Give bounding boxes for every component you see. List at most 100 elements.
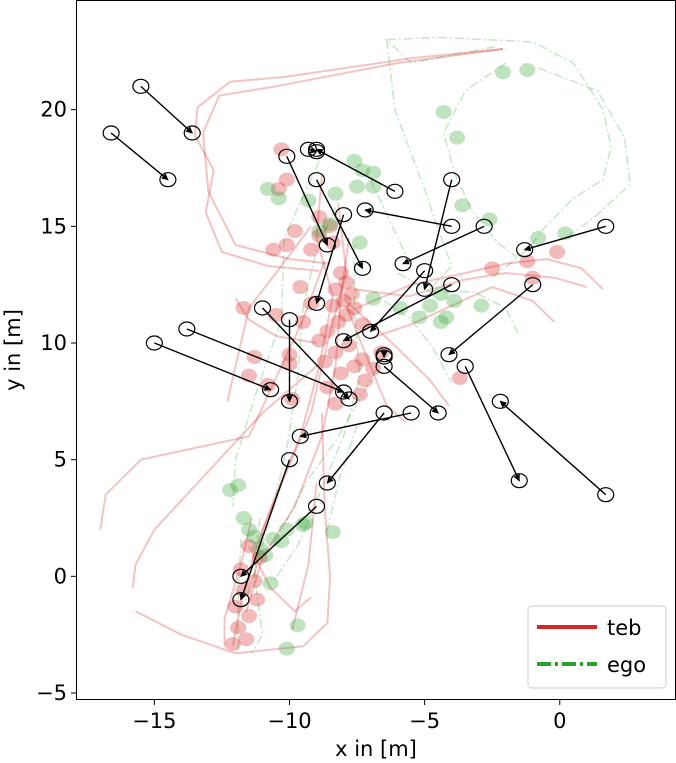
- pedestrian-end-marker: [353, 260, 372, 276]
- ego-marker: [251, 541, 268, 556]
- pedestrian-end-marker: [375, 349, 393, 365]
- ego-trajectory-line: [383, 300, 453, 384]
- teb-trajectory-line: [135, 412, 332, 655]
- pedestrian-end-marker: [318, 475, 336, 491]
- ego-marker: [365, 179, 382, 194]
- ego-trajectory-line: [537, 66, 631, 239]
- ego-marker: [495, 65, 512, 80]
- teb-marker: [343, 287, 360, 301]
- ego-marker: [473, 298, 490, 313]
- teb-trajectory-line: [193, 48, 504, 272]
- ego-marker: [230, 478, 247, 493]
- pedestrian-start-marker: [456, 358, 474, 374]
- pedestrian-end-marker: [318, 237, 336, 253]
- teb-marker: [332, 366, 349, 381]
- teb-trajectory-line: [342, 297, 450, 407]
- teb-trajectory-line: [370, 285, 556, 340]
- teb-marker: [484, 261, 501, 276]
- teb-trajectories: [99, 48, 604, 655]
- pedestrian-start-marker: [375, 405, 393, 421]
- pedestrian-arrow: [140, 85, 193, 134]
- pedestrian-end-marker: [334, 384, 353, 400]
- pedestrian-start-marker: [597, 218, 615, 234]
- ego-marker: [449, 130, 466, 145]
- teb-marker: [351, 387, 368, 402]
- ego-marker: [295, 518, 312, 532]
- pedestrian-end-marker: [291, 428, 309, 444]
- pedestrian-arrow: [315, 148, 396, 192]
- ego-marker: [222, 483, 239, 497]
- pedestrian-arrow: [342, 284, 452, 342]
- teb-marker: [292, 280, 309, 294]
- pedestrian-arrow: [240, 505, 318, 578]
- pedestrian-arrow: [154, 342, 272, 391]
- pedestrian-arrow: [299, 412, 412, 439]
- teb-marker: [327, 345, 344, 360]
- ego-trajectory-line: [397, 272, 520, 337]
- ego-marker: [297, 515, 314, 530]
- ego-marker: [235, 511, 252, 525]
- ego-marker: [257, 548, 274, 563]
- teb-marker: [330, 315, 347, 329]
- ego-marker: [259, 182, 276, 196]
- ego-marker: [365, 165, 382, 180]
- ego-marker: [324, 525, 341, 539]
- pedestrian-start-marker: [524, 277, 542, 293]
- teb-marker: [451, 371, 468, 385]
- pedestrian-end-marker: [510, 473, 528, 489]
- teb-trajectory-line: [253, 202, 348, 577]
- teb-trajectory-line: [245, 237, 350, 612]
- x-tick-label: −5: [409, 709, 440, 733]
- pedestrian-start-marker: [375, 358, 393, 374]
- pedestrian-start-marker: [334, 207, 353, 223]
- pedestrian-arrow: [186, 328, 345, 393]
- y-tick-label: 20: [40, 98, 67, 122]
- legend: teb ego: [527, 605, 667, 689]
- teb-marker: [549, 245, 566, 259]
- teb-marker: [322, 219, 339, 234]
- ego-marker: [351, 235, 368, 250]
- teb-marker: [295, 315, 312, 329]
- ego-trajectory-line: [386, 39, 453, 290]
- teb-marker: [327, 396, 344, 411]
- teb-marker: [240, 539, 257, 553]
- pedestrian-end-marker: [491, 393, 509, 409]
- pedestrian-start-marker: [280, 312, 299, 328]
- pedestrian-start-marker: [443, 277, 461, 293]
- teb-marker: [354, 352, 371, 367]
- pedestrian-end-marker: [334, 333, 353, 349]
- ego-trajectory-line: [237, 538, 242, 651]
- ego-marker: [432, 287, 449, 301]
- ego-marker: [432, 315, 449, 329]
- ego-marker: [327, 186, 344, 201]
- ego-marker: [322, 217, 339, 231]
- ego-marker: [481, 212, 498, 227]
- ego-trajectory-line: [232, 160, 320, 507]
- pedestrian-end-marker: [429, 405, 447, 421]
- ego-marker: [346, 154, 363, 168]
- teb-marker: [303, 242, 320, 257]
- teb-marker: [265, 242, 282, 257]
- ego-trajectory-line: [242, 207, 337, 607]
- teb-trajectory-line: [248, 545, 312, 613]
- ego-trajectories: [232, 36, 631, 654]
- ego-marker: [354, 163, 371, 178]
- ego-marker: [278, 522, 295, 537]
- y-axis: −5 0 5 10 15 20: [36, 98, 76, 705]
- ego-marker: [530, 231, 547, 245]
- x-axis-label: x in [m]: [335, 737, 417, 761]
- pedestrian-arrow: [326, 412, 385, 484]
- ego-trajectory-line: [384, 36, 612, 279]
- teb-marker: [227, 599, 244, 614]
- pedestrian-end-marker: [307, 295, 326, 311]
- pedestrian-arrow: [261, 307, 350, 400]
- y-axis-label: y in [m]: [1, 309, 25, 391]
- pedestrian-start-marker: [416, 263, 434, 279]
- ego-marker: [446, 294, 463, 308]
- pedestrian-arrow: [364, 207, 452, 228]
- teb-marker: [346, 359, 363, 374]
- teb-trajectory-line: [226, 225, 312, 402]
- x-tick-label: 0: [553, 709, 566, 733]
- pedestrian-end-marker: [356, 202, 374, 218]
- ego-marker: [438, 310, 455, 325]
